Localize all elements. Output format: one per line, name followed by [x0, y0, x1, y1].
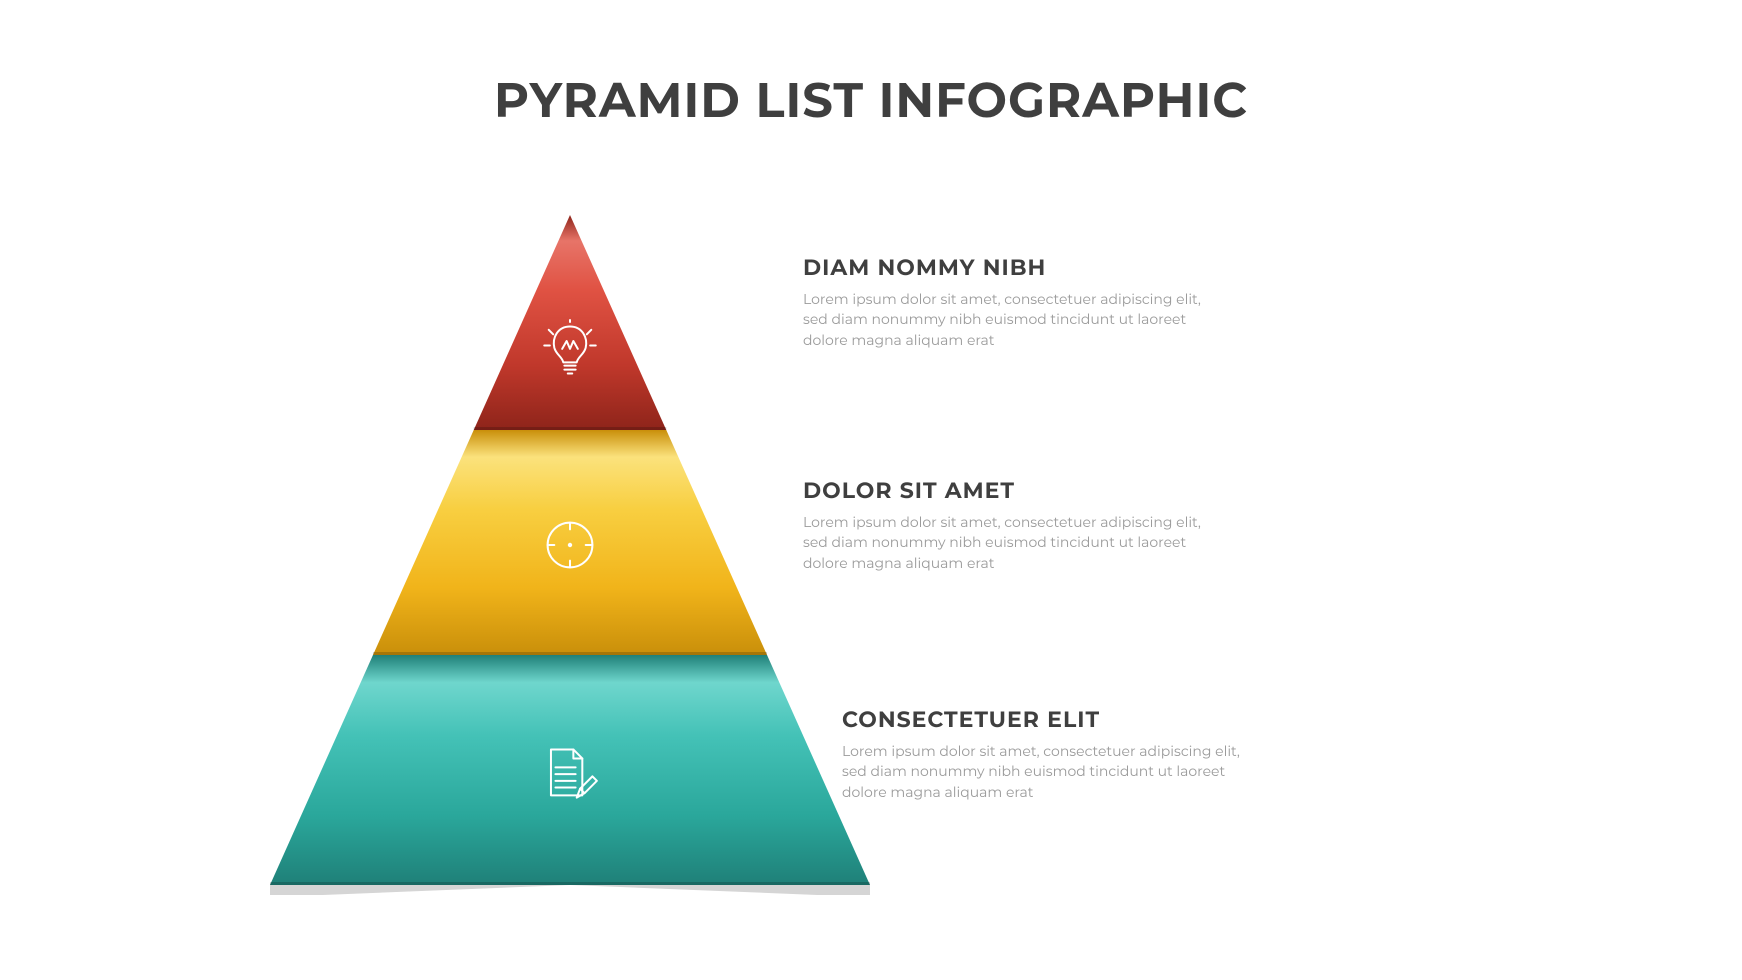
entry-2: CONSECTETUER ELIT Lorem ipsum dolor sit … — [842, 706, 1242, 802]
page-title: PYRAMID LIST INFOGRAPHIC — [0, 72, 1742, 130]
pyramid-layer-bottom — [270, 655, 870, 885]
entry-1-body: Lorem ipsum dolor sit amet, consectetuer… — [803, 512, 1203, 573]
infographic-page: PYRAMID LIST INFOGRAPHIC DIAM NOMMY NIBH… — [0, 0, 1742, 980]
entry-0-heading: DIAM NOMMY NIBH — [803, 254, 1203, 281]
entry-1-heading: DOLOR SIT AMET — [803, 477, 1203, 504]
entry-0-body: Lorem ipsum dolor sit amet, consectetuer… — [803, 289, 1203, 350]
pyramid-graphic — [270, 195, 870, 895]
entry-2-body: Lorem ipsum dolor sit amet, consectetuer… — [842, 741, 1242, 802]
pyramid-layer-top-separator — [474, 427, 667, 430]
target-icon — [548, 523, 593, 568]
entry-1: DOLOR SIT AMET Lorem ipsum dolor sit ame… — [803, 477, 1203, 573]
entry-2-heading: CONSECTETUER ELIT — [842, 706, 1242, 733]
entry-0: DIAM NOMMY NIBH Lorem ipsum dolor sit am… — [803, 254, 1203, 350]
pyramid-layer-middle-separator — [373, 652, 767, 655]
pyramid-layer-bottom-separator — [270, 882, 870, 885]
pyramid-layer-middle — [373, 430, 767, 655]
pyramid-base-shadow — [270, 885, 870, 895]
